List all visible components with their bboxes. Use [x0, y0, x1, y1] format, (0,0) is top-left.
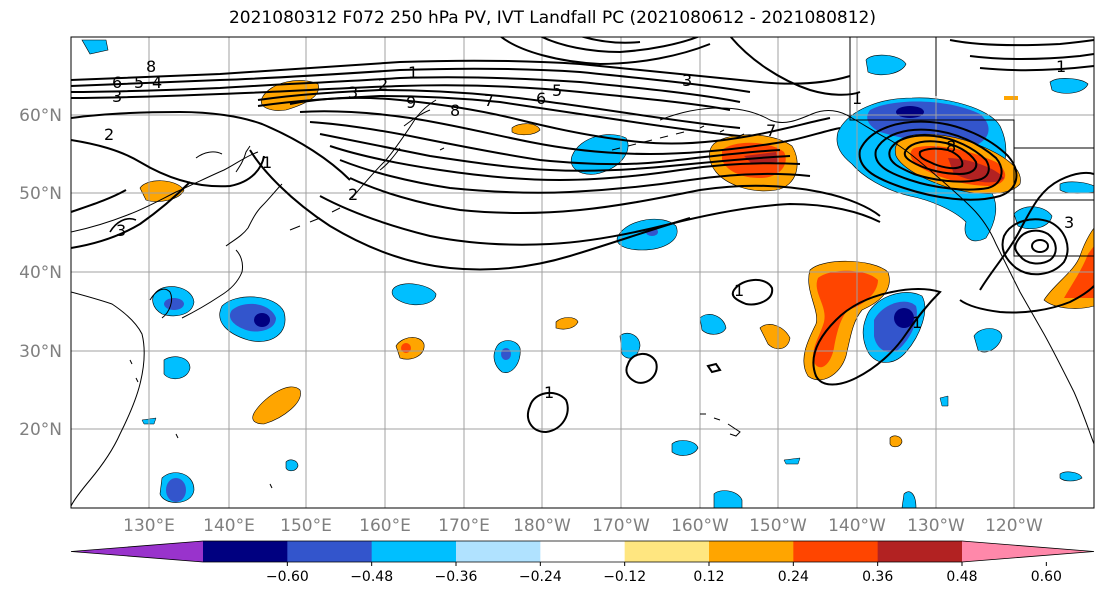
figure-title: 2021080312 F072 250 hPa PV, IVT Landfall… [228, 8, 876, 28]
pv-contours [71, 37, 1094, 434]
colorbar-extend-low [71, 541, 203, 562]
colorbar-segment [877, 541, 963, 562]
contour-label: 9 [406, 93, 416, 112]
colorbar-tick-label: −0.12 [603, 569, 646, 585]
contour-label: 1 [1056, 57, 1066, 76]
colorbar-tick-label: −0.48 [350, 569, 393, 585]
contour-label: 2 [378, 75, 388, 94]
colorbar-segment [540, 541, 626, 562]
lat-label: 40°N [19, 263, 62, 283]
contour-label: 7 [484, 91, 494, 110]
colorbar-segment [456, 541, 541, 562]
colorbar-segment [624, 541, 710, 562]
contour-label: 1 [408, 63, 418, 82]
contour-label: 6 [536, 89, 546, 108]
contour-label: 2 [348, 185, 358, 204]
contour-label: 8 [146, 57, 156, 76]
coastlines [71, 37, 1094, 507]
colorbar-tick-label: −0.24 [519, 569, 562, 585]
contour-label: 1 [262, 153, 272, 172]
colorbar-extend-high [962, 541, 1094, 562]
contour-label: 5 [134, 73, 144, 92]
lon-label: 160°E [359, 516, 411, 536]
colorbar-segment [203, 541, 288, 562]
colorbar-tick-label: 0.12 [693, 569, 724, 585]
lon-label: 120°W [985, 516, 1043, 536]
contour-label: 3 [112, 87, 122, 106]
lat-label: 30°N [19, 342, 62, 362]
colorbar-tick-label: 0.36 [862, 569, 893, 585]
lon-label: 130°W [907, 516, 965, 536]
contour-label: 8 [450, 101, 460, 120]
colorbar-tick-label: 0.48 [946, 569, 977, 585]
contour-label: 3 [116, 221, 126, 240]
contour-label: 7 [766, 121, 776, 140]
lon-label: 170°E [438, 516, 490, 536]
lat-label: 20°N [19, 420, 62, 440]
lat-label: 50°N [19, 184, 62, 204]
longitude-labels: 130°E 140°E 150°E 160°E 170°E 180°W 170°… [123, 516, 1043, 536]
contour-label: 3 [348, 83, 358, 102]
colorbar-segment [709, 541, 794, 562]
contour-label: 5 [552, 81, 562, 100]
colorbar-tick-label: −0.36 [435, 569, 478, 585]
pv-fill-layer [81, 39, 1094, 508]
colorbar-tick-label: 0.60 [1031, 569, 1062, 585]
graticule [71, 37, 1094, 508]
lon-label: 150°W [749, 516, 807, 536]
contour-label: 1 [734, 281, 744, 300]
colorbar-segment [793, 541, 879, 562]
contour-label: 4 [152, 73, 162, 92]
contour-label: 3 [682, 71, 692, 90]
lon-label: 130°E [123, 516, 175, 536]
colorbar: −0.60 −0.48 −0.36 −0.24 −0.12 0.12 0.24 0.36 0.4… [70, 540, 1095, 585]
contour-label: 1 [912, 313, 922, 332]
lon-label: 180°W [513, 516, 571, 536]
contour-label: 8 [946, 137, 956, 156]
map-frame [70, 36, 1095, 509]
contour-label: 3 [1064, 213, 1074, 232]
contour-label: 1 [852, 89, 862, 108]
contour-label: 2 [104, 125, 114, 144]
lon-label: 150°E [280, 516, 332, 536]
contour-labels: 8 6 5 4 3 2 1 2 3 9 8 7 6 5 3 2 1 1 1 1 [104, 57, 1074, 402]
contour-label: 6 [112, 73, 122, 92]
contour-label: 1 [544, 383, 554, 402]
map-layers: 8 6 5 4 3 2 1 2 3 9 8 7 6 5 3 2 1 1 1 1 [71, 37, 1094, 508]
lon-label: 140°E [203, 516, 255, 536]
colorbar-outline [70, 540, 1095, 563]
colorbar-segment [287, 541, 373, 562]
lon-label: 160°W [671, 516, 729, 536]
lon-label: 140°W [828, 516, 886, 536]
lon-label: 170°W [592, 516, 650, 536]
latitude-labels: 20°N 30°N 40°N 50°N 60°N [19, 106, 62, 440]
colorbar-tick-label: 0.24 [778, 569, 809, 585]
colorbar-tick-label: −0.60 [266, 569, 309, 585]
colorbar-segment [371, 541, 457, 562]
lat-label: 60°N [19, 106, 62, 126]
